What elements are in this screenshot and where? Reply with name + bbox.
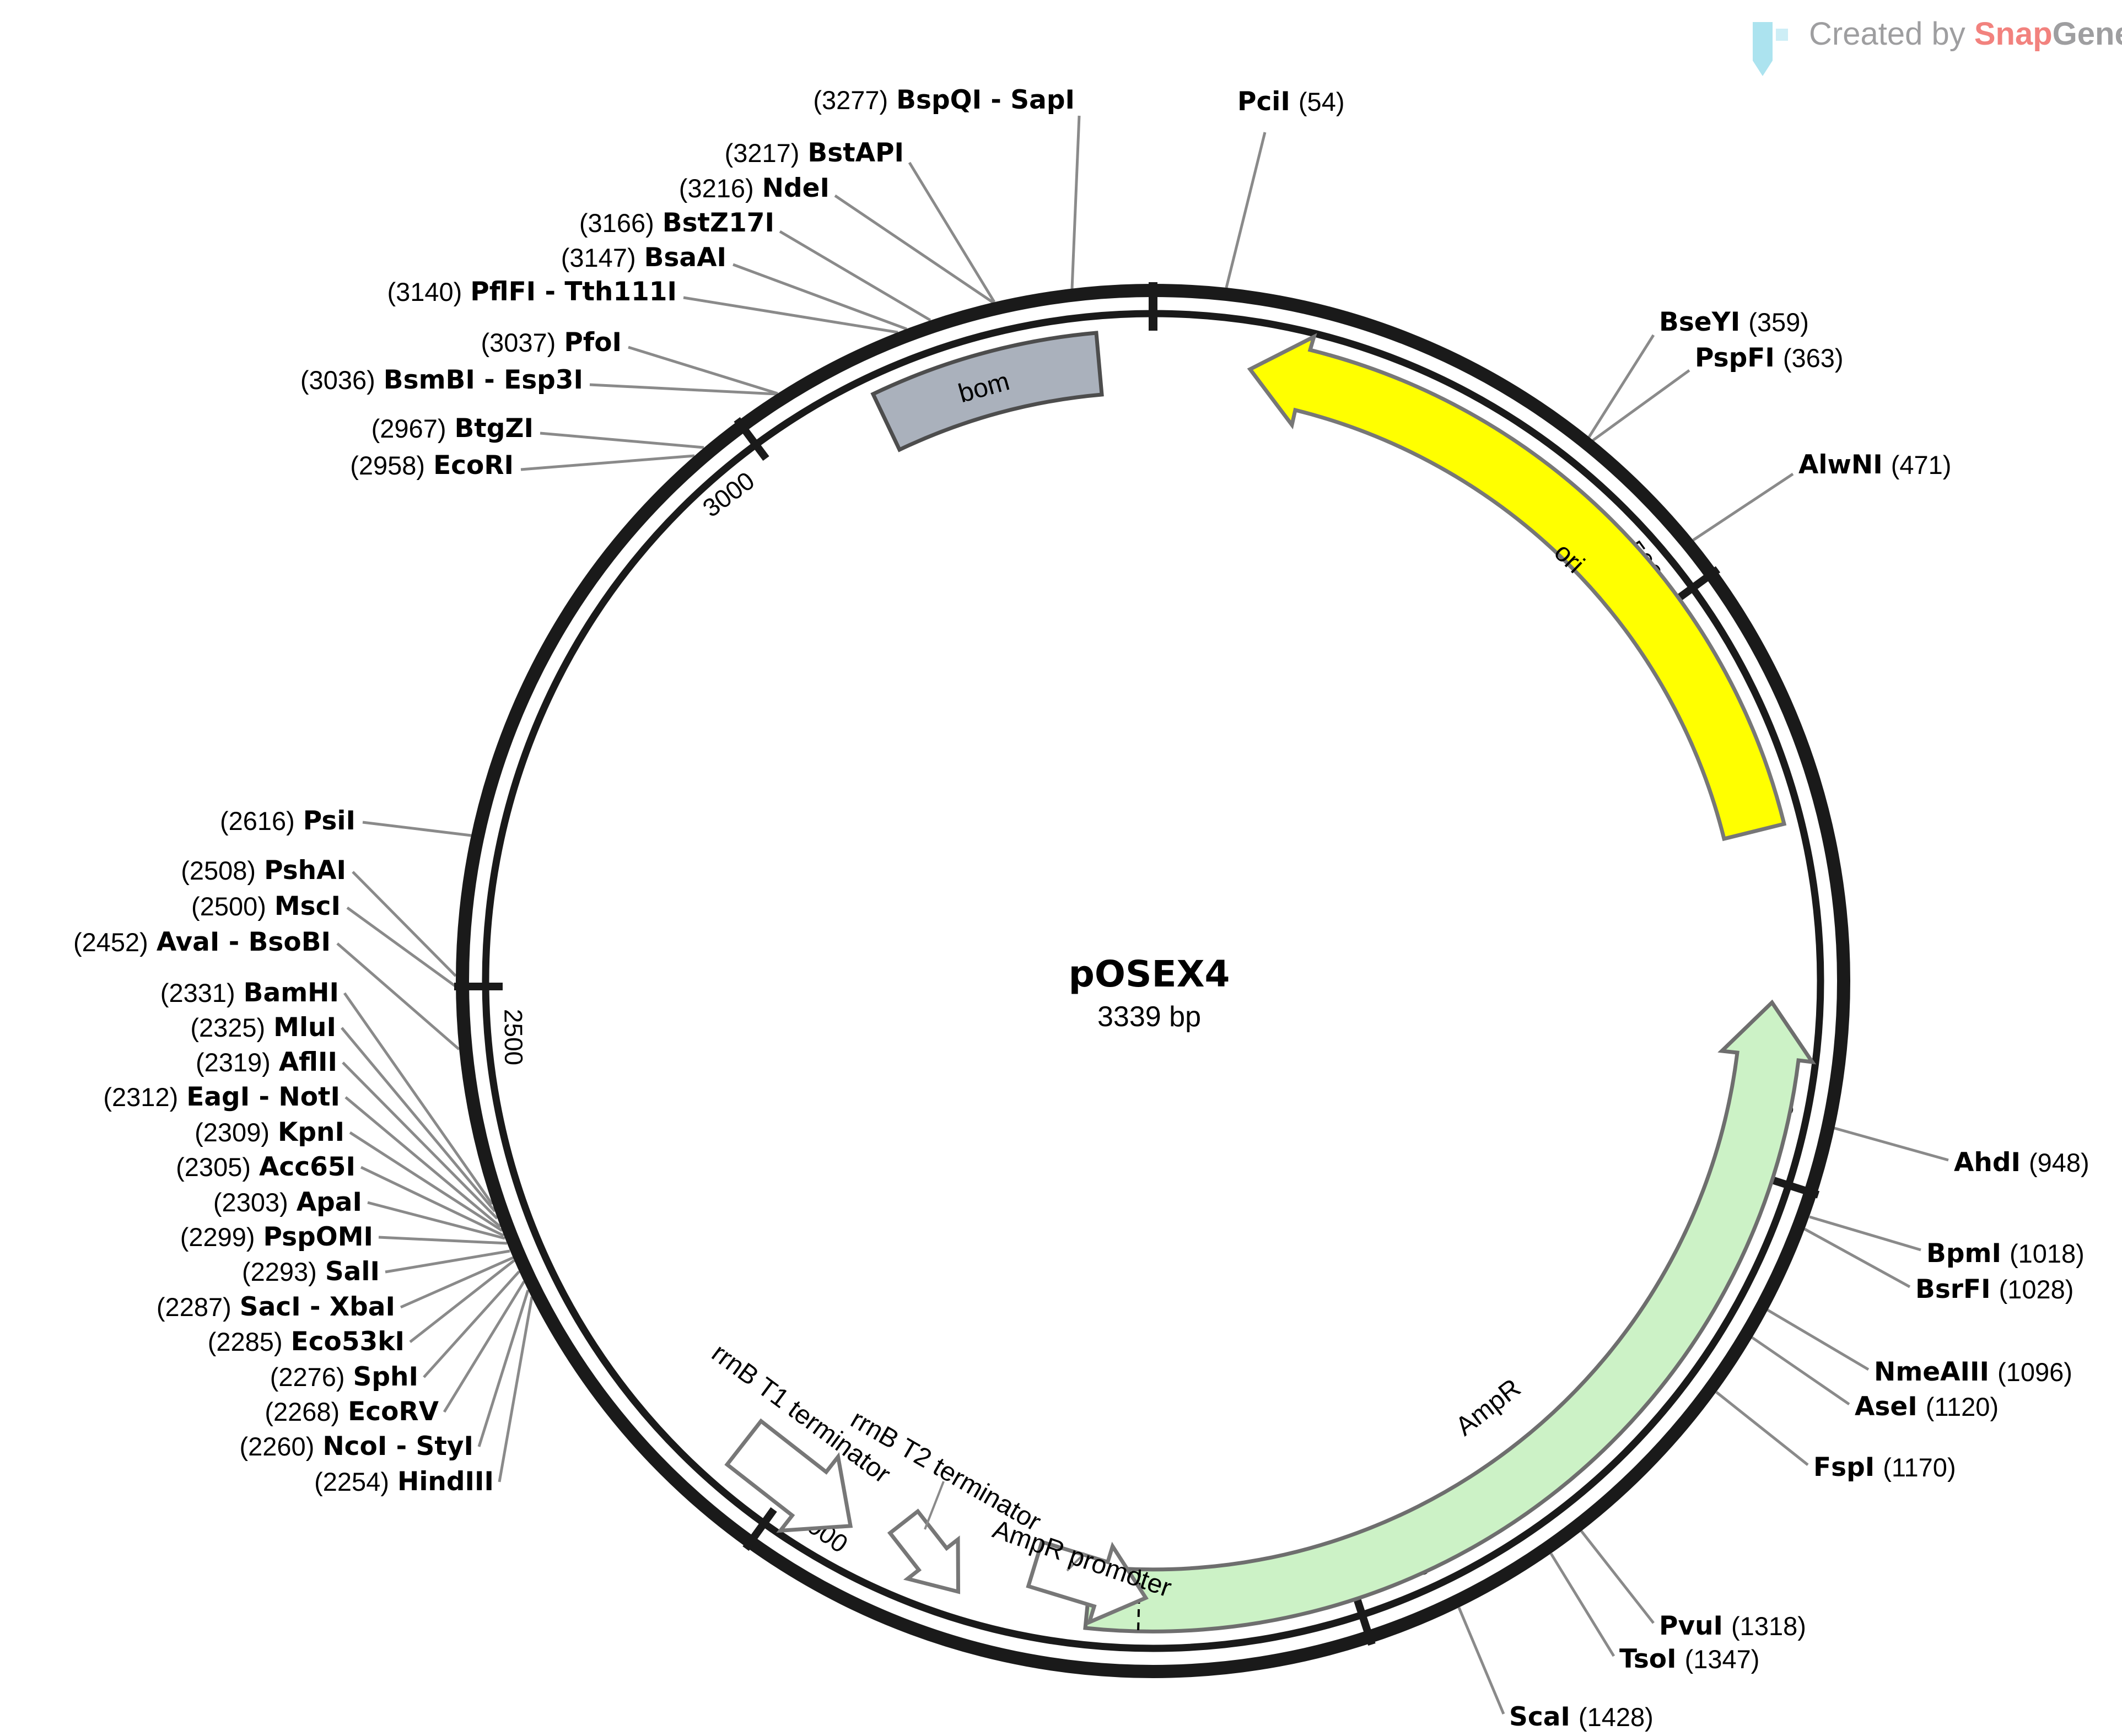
site-label: (3037) PfoI	[481, 327, 622, 358]
rrnb-t2-terminator-arrow	[887, 1508, 961, 1594]
site-label: (2312) EagI - NotI	[103, 1082, 340, 1112]
site-label: PspFI (363)	[1695, 343, 1844, 373]
site-label: (3036) BsmBI - Esp3I	[300, 365, 583, 395]
site-label: (2508) PshAI	[181, 855, 346, 886]
site-label: (3166) BstZ17I	[579, 208, 774, 238]
site-label: (3216) NdeI	[678, 173, 830, 203]
site-label: (2319) AflII	[195, 1047, 337, 1077]
site-label: (2500) MscI	[191, 891, 341, 921]
site-label: (2287) SacI - XbaI	[156, 1292, 395, 1322]
site-label: AseI (1120)	[1855, 1392, 1999, 1422]
site-leader-lines	[336, 115, 1949, 1715]
watermark-text: Created by SnapGene	[1809, 16, 2122, 52]
promoter-leader-line	[1066, 1552, 1086, 1572]
plasmid-size: 3339 bp	[1097, 1001, 1201, 1033]
ampr-arrow	[1083, 999, 1817, 1633]
site-label: (3140) PflFI - Tth111I	[387, 277, 677, 307]
site-label: AhdI (948)	[1954, 1147, 2089, 1178]
site-label: BseYI (359)	[1659, 307, 1809, 337]
tick-marks	[454, 282, 1820, 1646]
site-label: FspI (1170)	[1813, 1452, 1956, 1482]
site-label: (3147) BsaAI	[561, 242, 726, 273]
site-label: (2285) Eco53kI	[207, 1327, 405, 1357]
site-label: (2325) MluI	[190, 1012, 336, 1043]
site-label: (2254) HindIII	[314, 1467, 494, 1497]
site-label: (3277) BspQI - SapI	[813, 85, 1075, 115]
tick-label-2500: 2500	[499, 1009, 528, 1066]
site-label: PciI (54)	[1237, 87, 1345, 117]
site-label: (2967) BtgZI	[371, 413, 534, 444]
t2-leader-line	[924, 1481, 945, 1530]
plasmid-name: pOSEX4	[1069, 953, 1230, 995]
snapgene-logo-icon	[1753, 22, 1788, 76]
site-label: (2293) SalI	[241, 1257, 380, 1287]
site-label: BsrFI (1028)	[1915, 1274, 2074, 1304]
site-label: (2276) SphI	[270, 1362, 418, 1392]
snapgene-watermark: Created by SnapGene	[1746, 15, 2122, 52]
ori-arrow	[1247, 333, 1787, 842]
rrnb-t1-terminator-arrow	[724, 1418, 853, 1533]
site-label: (2331) BamHI	[160, 978, 339, 1008]
site-label: (2268) EcoRV	[265, 1397, 439, 1427]
ampr-label: AmpR	[1450, 1373, 1526, 1442]
site-label: (2452) AvaI - BsoBI	[73, 927, 331, 957]
site-label: (2309) KpnI	[195, 1117, 344, 1147]
ampr-promoter-arrow	[1026, 1539, 1149, 1626]
site-label: AlwNI (471)	[1798, 450, 1952, 480]
tick-label-3000: 3000	[697, 466, 760, 523]
site-label: (2260) NcoI - StyI	[239, 1431, 473, 1462]
site-label: NmeAIII (1096)	[1874, 1357, 2072, 1387]
bom-region	[870, 331, 1104, 452]
site-label: (2299) PspOMI	[180, 1222, 373, 1252]
site-label: TsoI (1347)	[1619, 1644, 1760, 1674]
small-feature-arrows	[724, 1418, 1149, 1626]
site-label: (2616) PsiI	[219, 806, 356, 836]
site-label: (2303) ApaI	[213, 1187, 362, 1217]
site-label: PvuI (1318)	[1659, 1611, 1806, 1641]
site-label: ScaI (1428)	[1509, 1702, 1654, 1732]
site-label: BpmI (1018)	[1926, 1238, 2085, 1269]
site-label: (2958) EcoRI	[350, 450, 514, 481]
site-label: (2305) Acc65I	[176, 1152, 356, 1182]
site-label: (3217) BstAPI	[724, 138, 904, 168]
